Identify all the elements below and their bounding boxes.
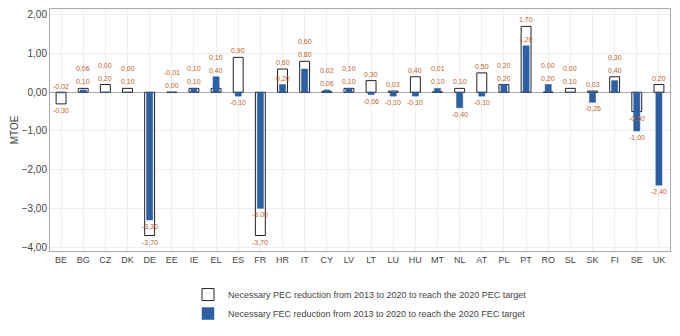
svg-text:0,00: 0,00 [541, 62, 555, 69]
svg-text:0,40: 0,40 [408, 67, 422, 74]
svg-text:HU: HU [409, 255, 422, 265]
svg-text:FI: FI [611, 255, 619, 265]
svg-text:-0,02: -0,02 [53, 83, 69, 90]
svg-text:0,02: 0,02 [320, 67, 334, 74]
svg-text:UK: UK [653, 255, 666, 265]
svg-text:0,20: 0,20 [276, 75, 290, 82]
svg-text:BG: BG [77, 255, 90, 265]
svg-text:-0,10: -0,10 [474, 99, 490, 106]
svg-text:0,03: 0,03 [586, 81, 600, 88]
svg-text:-2,40: -2,40 [651, 188, 667, 195]
svg-text:−1,00: −1,00 [22, 125, 48, 136]
svg-text:0,20: 0,20 [497, 62, 511, 69]
svg-text:0,20: 0,20 [497, 75, 511, 82]
svg-text:CY: CY [321, 255, 334, 265]
svg-text:IE: IE [190, 255, 199, 265]
svg-text:AT: AT [476, 255, 487, 265]
svg-text:0,10: 0,10 [453, 78, 467, 85]
svg-text:0,00: 0,00 [563, 65, 577, 72]
svg-text:-0,06: -0,06 [363, 98, 379, 105]
svg-text:Necessary FEC reduction from 2: Necessary FEC reduction from 2013 to 202… [228, 309, 525, 319]
svg-text:IT: IT [301, 255, 310, 265]
svg-text:−3,00: −3,00 [22, 203, 48, 214]
svg-text:DE: DE [143, 255, 156, 265]
svg-text:−4,00: −4,00 [22, 242, 48, 253]
svg-text:-0,26: -0,26 [585, 105, 601, 112]
svg-text:0,10: 0,10 [187, 65, 201, 72]
svg-text:0,10: 0,10 [121, 78, 135, 85]
svg-text:-0,30: -0,30 [53, 107, 69, 114]
svg-text:SK: SK [586, 255, 598, 265]
svg-text:PL: PL [498, 255, 509, 265]
svg-text:CZ: CZ [99, 255, 111, 265]
svg-text:0,00: 0,00 [121, 65, 135, 72]
svg-text:0,10: 0,10 [187, 78, 201, 85]
svg-text:0,01: 0,01 [431, 65, 445, 72]
svg-text:ES: ES [232, 255, 244, 265]
svg-text:LU: LU [387, 255, 399, 265]
svg-text:0,10: 0,10 [342, 65, 356, 72]
svg-text:LV: LV [344, 255, 354, 265]
svg-text:0,10: 0,10 [563, 78, 577, 85]
svg-text:0,06: 0,06 [76, 65, 90, 72]
svg-text:-3,70: -3,70 [142, 239, 158, 246]
svg-text:-3,00: -3,00 [252, 211, 268, 218]
svg-text:-0,10: -0,10 [385, 99, 401, 106]
svg-text:-3,70: -3,70 [252, 239, 268, 246]
svg-text:0,10: 0,10 [76, 78, 90, 85]
svg-text:0,10: 0,10 [209, 54, 223, 61]
svg-text:0,40: 0,40 [209, 67, 223, 74]
svg-text:MTOE: MTOE [9, 115, 20, 144]
svg-text:0,50: 0,50 [475, 63, 489, 70]
svg-text:BE: BE [55, 255, 67, 265]
svg-text:SE: SE [631, 255, 643, 265]
svg-text:0,10: 0,10 [431, 78, 445, 85]
svg-text:0,40: 0,40 [608, 67, 622, 74]
svg-text:-0,40: -0,40 [452, 111, 468, 118]
svg-text:1,00: 1,00 [28, 48, 48, 59]
svg-text:-0,10: -0,10 [407, 99, 423, 106]
svg-text:0,00: 0,00 [28, 87, 48, 98]
svg-text:0,03: 0,03 [386, 81, 400, 88]
svg-text:MT: MT [431, 255, 444, 265]
svg-text:0,30: 0,30 [608, 54, 622, 61]
svg-text:Necessary PEC reduction from 2: Necessary PEC reduction from 2013 to 202… [228, 290, 526, 300]
svg-text:−2,00: −2,00 [22, 164, 48, 175]
svg-text:DK: DK [121, 255, 134, 265]
svg-text:0,80: 0,80 [298, 51, 312, 58]
svg-text:1,70: 1,70 [519, 16, 533, 23]
svg-text:EL: EL [211, 255, 222, 265]
svg-text:0,00: 0,00 [98, 62, 112, 69]
svg-text:2,00: 2,00 [28, 9, 48, 20]
svg-text:0,06: 0,06 [320, 80, 334, 87]
svg-text:0,20: 0,20 [652, 75, 666, 82]
svg-text:0,90: 0,90 [231, 47, 245, 54]
svg-text:-0,50: -0,50 [629, 115, 645, 122]
svg-text:0,20: 0,20 [98, 75, 112, 82]
svg-text:SL: SL [565, 255, 576, 265]
svg-text:LT: LT [366, 255, 376, 265]
svg-text:0,10: 0,10 [342, 78, 356, 85]
svg-text:EE: EE [166, 255, 178, 265]
svg-text:FR: FR [254, 255, 266, 265]
svg-text:0,00: 0,00 [165, 82, 179, 89]
svg-text:-1,00: -1,00 [629, 134, 645, 141]
svg-text:RO: RO [541, 255, 555, 265]
svg-text:NL: NL [454, 255, 466, 265]
svg-text:PT: PT [520, 255, 532, 265]
svg-text:0,20: 0,20 [541, 75, 555, 82]
svg-text:-0,10: -0,10 [230, 99, 246, 106]
svg-text:0,60: 0,60 [276, 59, 290, 66]
svg-text:HR: HR [276, 255, 289, 265]
svg-text:1,20: 1,20 [519, 36, 533, 43]
svg-text:-3,30: -3,30 [142, 223, 158, 230]
svg-text:0,30: 0,30 [364, 71, 378, 78]
svg-text:-0,01: -0,01 [164, 69, 180, 76]
svg-text:0,60: 0,60 [298, 38, 312, 45]
